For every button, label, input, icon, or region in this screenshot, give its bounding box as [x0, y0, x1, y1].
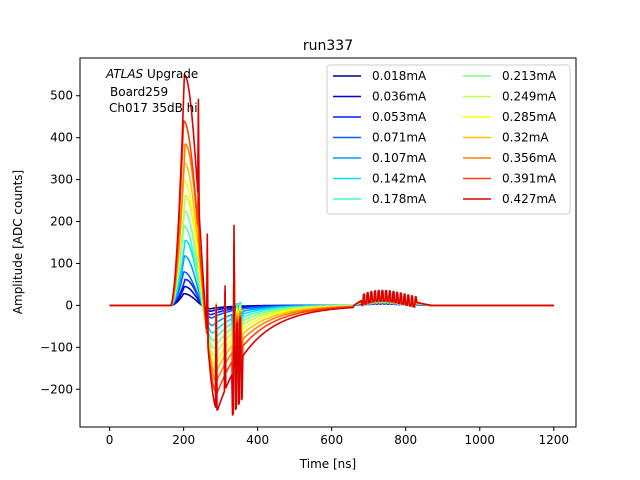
y-tick-label: 300: [50, 173, 73, 187]
legend-entry-label: 0.427mA: [502, 192, 557, 206]
x-tick-label: 1200: [539, 433, 570, 447]
annotation-atlas-italic: ATLAS: [105, 67, 144, 81]
legend-entry-label: 0.107mA: [372, 151, 427, 165]
legend-entry-label: 0.178mA: [372, 192, 427, 206]
legend-box: [326, 64, 571, 215]
y-axis: −200 −100 0 100 200 300 400 500: [40, 89, 80, 396]
annotation-line-1: ATLAS Upgrade: [105, 67, 198, 81]
legend-entry-label: 0.356mA: [502, 151, 557, 165]
annotation-line-2: Board259: [110, 85, 168, 99]
y-tick-label: 0: [65, 298, 73, 312]
x-tick-label: 600: [320, 433, 343, 447]
y-axis-label: Amplitude [ADC counts]: [11, 170, 25, 314]
legend-entry-label: 0.142mA: [372, 172, 427, 186]
legend-entry-label: 0.071mA: [372, 131, 427, 145]
x-axis: 0 200 400 600 800 1000 1200: [106, 427, 569, 447]
y-tick-label: 500: [50, 89, 73, 103]
plot-frame: [79, 57, 577, 428]
y-tick-label: 400: [50, 131, 73, 145]
y-tick-label: 100: [50, 256, 73, 270]
x-tick-label: 200: [172, 433, 195, 447]
chart-title: run337: [303, 38, 353, 54]
x-axis-label: Time [ns]: [299, 457, 356, 471]
series-layer: [109, 74, 554, 416]
atlas-annotation: ATLAS Upgrade Board259 Ch017 35dB hi: [105, 67, 198, 115]
legend-entry-label: 0.391mA: [502, 172, 557, 186]
legend-entry-label: 0.285mA: [502, 110, 557, 124]
legend: 0.018mA 0.036mA 0.053mA 0.071mA 0.107mA 0.142…: [326, 64, 571, 215]
y-tick-label: −100: [40, 340, 73, 354]
annotation-upgrade: Upgrade: [143, 67, 198, 81]
legend-entry-label: 0.249mA: [502, 90, 557, 104]
series-line-0.427mA: [109, 74, 554, 416]
y-tick-label: −200: [40, 382, 73, 396]
x-tick-label: 0: [106, 433, 114, 447]
legend-entry-label: 0.018mA: [372, 69, 427, 83]
x-tick-label: 800: [394, 433, 417, 447]
y-tick-label: 200: [50, 215, 73, 229]
annotation-line-3: Ch017 35dB hi: [109, 101, 198, 115]
legend-entry-label: 0.213mA: [502, 69, 557, 83]
x-tick-label: 400: [246, 433, 269, 447]
legend-entry-label: 0.32mA: [502, 131, 549, 145]
legend-entry-label: 0.053mA: [372, 110, 427, 124]
plot-area: [79, 57, 577, 428]
legend-entry-label: 0.036mA: [372, 90, 427, 104]
x-tick-label: 1000: [464, 433, 495, 447]
